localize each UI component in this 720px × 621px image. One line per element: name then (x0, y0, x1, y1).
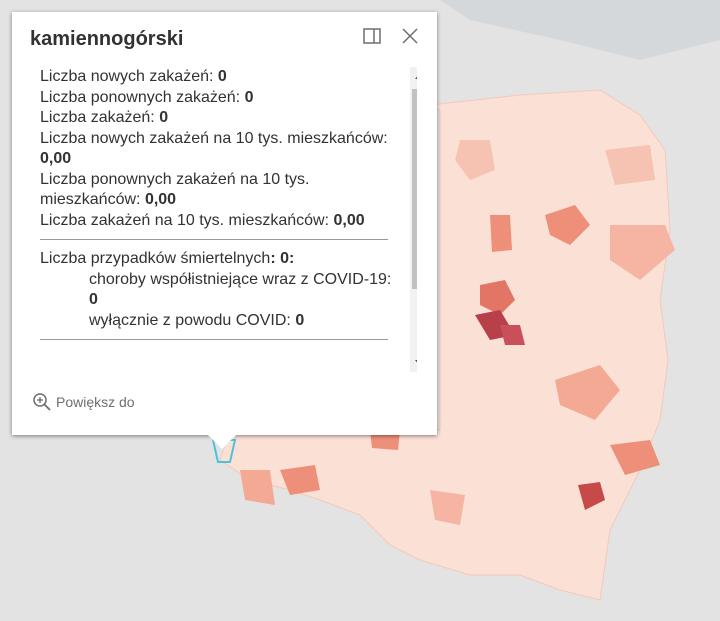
region (545, 205, 590, 245)
field-value: 0 (159, 109, 169, 126)
region (480, 280, 515, 315)
field: wyłącznie z powodu COVID: 0 (40, 311, 400, 332)
region (370, 430, 400, 450)
field-label: Liczba ponownych zakażeń: (40, 88, 241, 106)
scroll-arrows (415, 76, 417, 363)
field-label: Liczba nowych zakażeń na 10 tys. mieszka… (40, 129, 388, 147)
field-label: Liczba zakażeń na 10 tys. mieszkańców: (40, 211, 330, 229)
field-list: Liczba nowych zakażeń: 0 Liczba ponownych… (40, 67, 400, 349)
sea (0, 0, 720, 60)
field-label: wyłącznie z powodu COVID: (89, 311, 291, 329)
field-label: Liczba ponownych zakażeń na 10 tys. mies… (40, 170, 310, 209)
field: choroby współistniejące wraz z COVID-19:… (40, 270, 400, 311)
popup-pointer (207, 434, 237, 449)
field-value: 0,00 (333, 211, 365, 229)
field-value: 0 (217, 68, 227, 85)
field-value: 0 (295, 311, 305, 329)
field: Liczba zakażeń: 0 (40, 108, 400, 129)
close-button[interactable] (400, 26, 420, 46)
field-value: : 0: (270, 250, 295, 267)
field: Liczba przypadków śmiertelnych: 0: (40, 249, 400, 270)
field-value: 0 (244, 88, 254, 106)
zoom-button[interactable]: Powiększ do (32, 392, 135, 412)
field-value: 0,00 (144, 191, 177, 208)
region (490, 215, 512, 252)
dock-button[interactable] (362, 26, 382, 46)
field-label: Liczba przypadków śmiertelnych (40, 250, 271, 267)
divider (40, 339, 388, 340)
region (455, 140, 495, 180)
region (280, 465, 320, 495)
popup-content: Liczba nowych zakażeń: 0 Liczba ponownych… (32, 67, 417, 372)
zoom-icon (33, 393, 51, 411)
region (240, 470, 275, 505)
region (610, 440, 660, 475)
field-value: 0 (89, 291, 98, 308)
field: Liczba zakażeń na 10 tys. mieszkańców: 0… (40, 211, 400, 232)
field: Liczba ponownych zakażeń: 0 (40, 88, 400, 109)
region (610, 225, 675, 280)
region (430, 490, 465, 525)
scrollbar[interactable] (410, 67, 417, 372)
field-label: Liczba nowych zakażeń: (40, 68, 214, 85)
field: Liczba nowych zakażeń: 0 (40, 67, 400, 88)
field-value: 0,00 (40, 150, 72, 167)
divider (40, 239, 388, 240)
popup-title: kamiennogórski (30, 28, 184, 50)
field-label: choroby współistniejące wraz z COVID-19: (89, 270, 392, 288)
scroll-thumb[interactable] (412, 89, 417, 289)
field: Liczba nowych zakażeń na 10 tys. mieszka… (40, 129, 400, 170)
field-label: Liczba zakażeń: (40, 109, 155, 126)
region (555, 365, 620, 420)
region (605, 145, 655, 185)
region (578, 482, 605, 510)
region (500, 325, 525, 345)
field: Liczba ponownych zakażeń na 10 tys. mies… (40, 170, 400, 211)
zoom-label: Powiększ do (56, 394, 135, 410)
